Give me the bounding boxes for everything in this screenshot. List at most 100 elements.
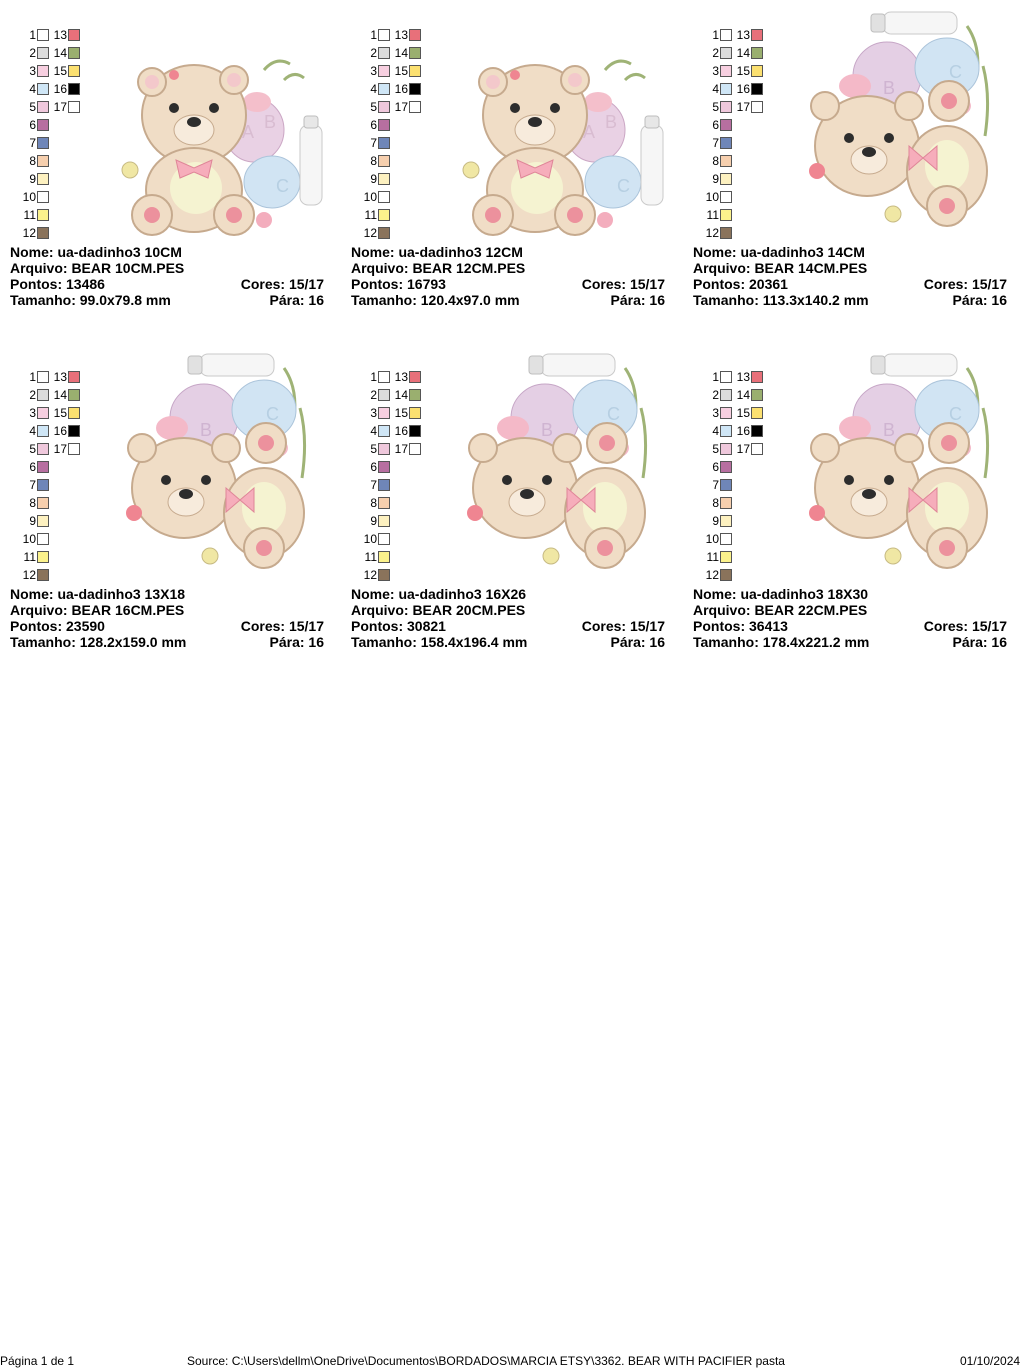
color-swatch [720,425,732,437]
design-info: Nome: ua-dadinho3 13X18 Arquivo: BEAR 16… [10,586,324,650]
legend-row: 6 [14,118,49,132]
color-count: Cores: 15/17 [923,276,1007,292]
legend-row: 10 [355,190,390,204]
design-preview: B C [797,6,1007,231]
legend-row: 1 13 [14,370,80,384]
color-number: 13 [736,370,750,384]
color-count: Cores: 15/17 [923,618,1007,634]
color-number: 8 [712,154,719,168]
color-number: 2 [29,388,36,402]
color-number: 8 [29,496,36,510]
legend-row: 1 13 [14,28,80,42]
color-number: 7 [29,136,36,150]
color-swatch [378,29,390,41]
color-number: 14 [394,46,408,60]
legend-row: 8 [355,154,390,168]
color-number: 6 [712,460,719,474]
color-swatch [37,497,49,509]
legend-row: 12 [355,226,390,240]
color-swatch [378,533,390,545]
color-swatch [720,29,732,41]
color-swatch [720,101,732,113]
color-swatch [378,461,390,473]
legend-row: 8 [14,154,49,168]
color-number: 3 [712,406,719,420]
color-swatch [378,569,390,581]
color-number: 12 [705,568,719,582]
color-swatch [68,65,80,77]
color-swatch [37,479,49,491]
stop-count: Pára: 16 [952,292,1007,308]
legend-row: 8 [355,496,390,510]
color-swatch [68,425,80,437]
color-swatch [409,47,421,59]
svg-text:C: C [949,404,962,424]
color-swatch [68,407,80,419]
print-date: 01/10/2024 [960,1354,1021,1368]
color-number: 6 [29,118,36,132]
color-swatch [37,47,49,59]
legend-row: 5 17 [355,100,421,114]
color-number: 3 [29,406,36,420]
color-number: 7 [712,136,719,150]
color-number: 13 [53,28,67,42]
legend-row: 3 15 [14,406,80,420]
color-swatch [720,515,732,527]
color-number: 8 [370,496,377,510]
color-number: 9 [712,172,719,186]
design-preview: A B C [114,20,324,245]
design-name: Nome: ua-dadinho3 12CM [351,244,523,260]
color-number: 4 [370,82,377,96]
color-swatch [409,389,421,401]
legend-row: 11 [355,550,390,564]
color-number: 13 [394,370,408,384]
design-size: Tamanho: 113.3x140.2 mm [693,292,869,308]
color-swatch [68,371,80,383]
color-swatch [409,443,421,455]
stitch-count: Pontos: 13486 [10,276,105,292]
color-number: 1 [370,28,377,42]
color-number: 11 [706,208,719,222]
color-number: 10 [363,532,377,546]
color-swatch [409,407,421,419]
color-swatch [751,389,763,401]
color-number: 6 [712,118,719,132]
color-swatch [378,191,390,203]
design-size: Tamanho: 99.0x79.8 mm [10,292,171,308]
legend-row: 7 [14,136,49,150]
bear-embroidery-image: A B C [462,59,664,236]
color-swatch [409,371,421,383]
color-swatch [720,533,732,545]
color-number: 9 [29,514,36,528]
color-swatch [378,479,390,491]
color-number: 1 [712,28,719,42]
color-swatch [720,155,732,167]
design-info: Nome: ua-dadinho3 18X30 Arquivo: BEAR 22… [693,586,1007,650]
color-number: 7 [370,136,377,150]
legend-row: 10 [697,532,732,546]
design-preview: A B C [455,20,665,245]
legend-row: 5 17 [355,442,421,456]
color-number: 15 [394,406,408,420]
legend-row: 3 15 [697,406,763,420]
color-number: 5 [29,442,36,456]
svg-text:B: B [200,420,212,440]
design-info: Nome: ua-dadinho3 10CM Arquivo: BEAR 10C… [10,244,324,308]
legend-row: 4 16 [14,424,80,438]
color-number: 6 [370,460,377,474]
color-number: 11 [364,550,377,564]
legend-row: 4 16 [697,82,763,96]
design-name: Nome: ua-dadinho3 14CM [693,244,865,260]
color-swatch [378,389,390,401]
color-swatch [37,569,49,581]
color-swatch [720,65,732,77]
color-count: Cores: 15/17 [581,618,665,634]
legend-row: 11 [355,208,390,222]
color-swatch [37,155,49,167]
legend-row: 1 13 [355,28,421,42]
design-file: Arquivo: BEAR 14CM.PES [693,260,868,276]
color-swatch [751,65,763,77]
design-file: Arquivo: BEAR 22CM.PES [693,602,868,618]
color-swatch [68,47,80,59]
color-swatch [378,209,390,221]
